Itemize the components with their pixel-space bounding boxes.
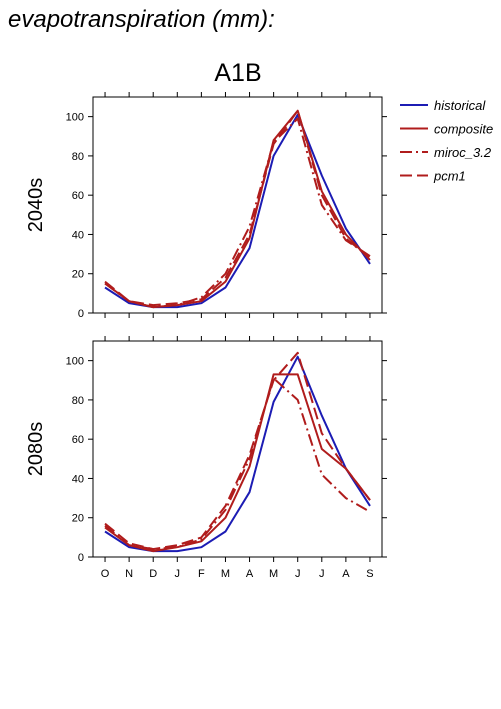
y-tick-label: 40 [72, 229, 84, 241]
legend-label: pcm1 [433, 169, 466, 184]
x-tick-label: J [295, 568, 301, 580]
y-tick-label: 80 [72, 395, 84, 407]
x-tick-label: F [198, 568, 205, 580]
x-tick-label: A [246, 568, 254, 580]
series-line-historical [104, 355, 371, 553]
legend-item: composite [400, 122, 493, 137]
series-line-miroc-3-2 [104, 377, 371, 551]
legend-item: historical [400, 98, 486, 113]
x-tick-label: A [342, 568, 350, 580]
y-tick-label: 60 [72, 190, 84, 202]
scenario-title: A1B [214, 59, 261, 87]
series-line-composite [104, 109, 371, 309]
y-tick-label: 20 [72, 513, 84, 525]
series-line-pcm1 [104, 351, 371, 551]
x-tick-label: D [149, 568, 157, 580]
series-line-miroc-3-2 [104, 117, 371, 309]
y-tick-label: 0 [78, 552, 84, 564]
x-tick-label: S [366, 568, 373, 580]
page-title: evapotranspiration (mm): [8, 6, 275, 33]
legend-item: miroc_3.2 [400, 145, 492, 160]
y-tick-label: 100 [66, 356, 84, 368]
panels: 0 20 40 60 80 100 2040s 0 20 40 60 80 100 O N D J F M A M J J A… [25, 92, 387, 580]
panel-2080s: 0 20 40 60 80 100 O N D J F M A M J J A S 2080s [25, 336, 387, 580]
series-line-pcm1 [104, 109, 371, 307]
plot-frame [92, 96, 383, 314]
x-tick-label: N [125, 568, 133, 580]
y-tick-label: 40 [72, 473, 84, 485]
x-tick-label: J [175, 568, 181, 580]
y-tick-label: 80 [72, 151, 84, 163]
y-tick-label: 0 [78, 308, 84, 320]
legend-label: miroc_3.2 [434, 145, 492, 160]
y-tick-label: 20 [72, 269, 84, 281]
x-tick-label: O [101, 568, 110, 580]
x-tick-label: M [221, 568, 230, 580]
row-label: 2040s [25, 178, 47, 233]
y-tick-label: 60 [72, 434, 84, 446]
legend-item: pcm1 [400, 169, 466, 184]
series-line-composite [104, 373, 371, 553]
y-tick-label: 100 [66, 112, 84, 124]
legend-label: historical [434, 98, 486, 113]
x-tick-label: J [319, 568, 325, 580]
x-tick-label: M [269, 568, 278, 580]
legend: historical composite miroc_3.2 pcm1 [400, 98, 493, 184]
row-label: 2080s [25, 422, 47, 477]
panel-2040s: 0 20 40 60 80 100 2040s [25, 92, 387, 320]
legend-label: composite [434, 122, 493, 137]
plot-frame [92, 340, 383, 558]
